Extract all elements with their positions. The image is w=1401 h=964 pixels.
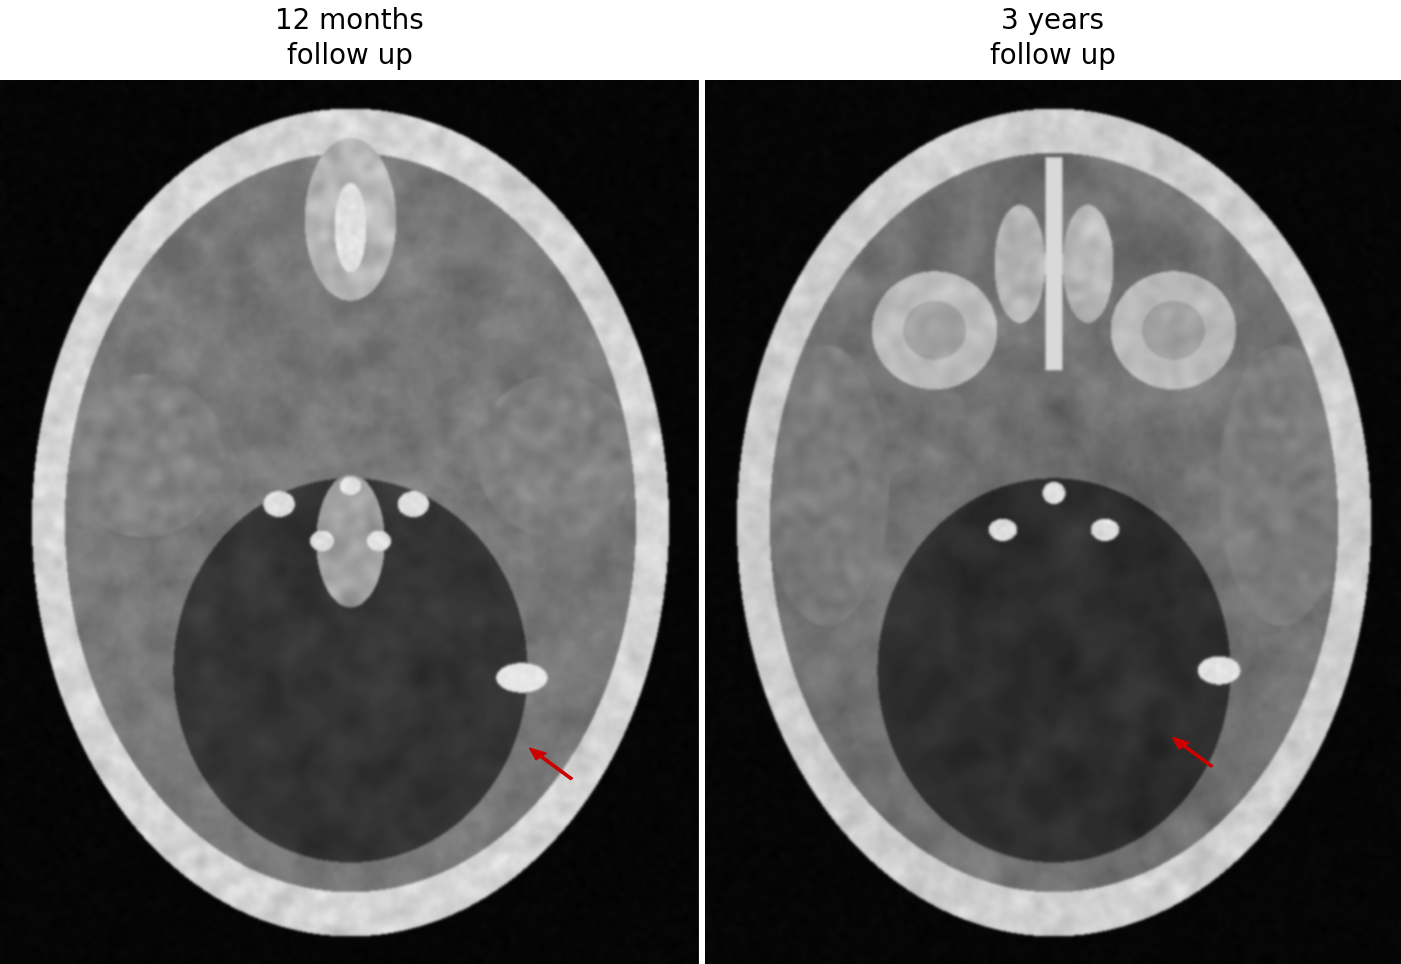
Text: 12 months
follow up: 12 months follow up — [275, 7, 425, 69]
Text: 3 years
follow up: 3 years follow up — [991, 7, 1115, 69]
